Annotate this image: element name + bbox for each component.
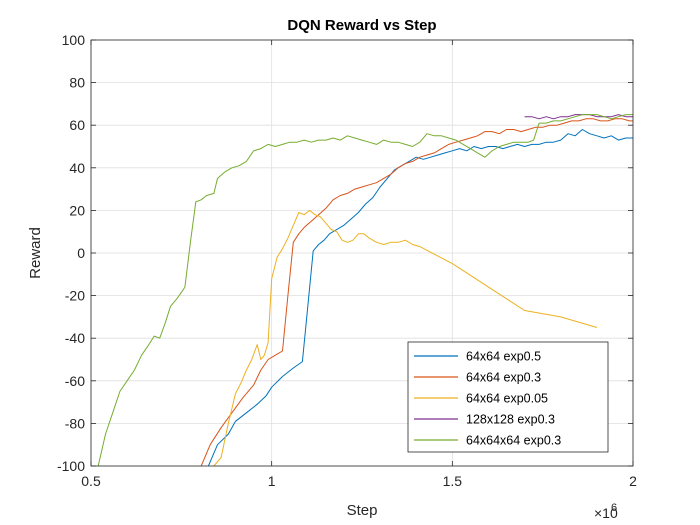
y-tick-label: 60 bbox=[69, 117, 85, 133]
series-layer bbox=[97, 114, 633, 466]
x-axis-exponent: ×10 6 bbox=[594, 502, 618, 521]
series-line-4 bbox=[524, 114, 633, 120]
x-axis-label: Step bbox=[347, 502, 378, 519]
legend-label-3: 64x64 exp0.05 bbox=[466, 392, 548, 406]
series-line-2 bbox=[200, 118, 633, 466]
legend: 64x64 exp0.5 64x64 exp0.3 64x64 exp0.05 128… bbox=[407, 341, 609, 453]
legend-label-4: 128x128 exp0.3 bbox=[466, 413, 555, 427]
y-axis-label: Reward bbox=[27, 227, 44, 279]
legend-label-5: 64x64x64 exp0.3 bbox=[466, 434, 561, 448]
series-line-3 bbox=[213, 209, 598, 466]
x-tick-label: 0.5 bbox=[81, 473, 101, 489]
axis-ticks: 0.5 1 1.5 2 -100 -80 -60 -40 -20 0 20 40 60 80 100 bbox=[57, 32, 637, 489]
y-tick-label: -100 bbox=[57, 458, 85, 474]
legend-box bbox=[407, 341, 609, 453]
x-tick-label: 2 bbox=[629, 473, 637, 489]
y-tick-label: 20 bbox=[69, 202, 85, 218]
x-exponent-base: ×10 bbox=[594, 505, 618, 521]
y-tick-label: -40 bbox=[65, 330, 85, 346]
y-tick-label: 40 bbox=[69, 160, 85, 176]
x-tick-label: 1.5 bbox=[443, 473, 463, 489]
y-tick-label: -20 bbox=[65, 288, 85, 304]
series-line-5 bbox=[97, 114, 633, 466]
y-tick-label: 80 bbox=[69, 75, 85, 91]
x-exponent-power: 6 bbox=[611, 502, 617, 514]
y-tick-label: -80 bbox=[65, 415, 85, 431]
legend-label-2: 64x64 exp0.3 bbox=[466, 371, 541, 385]
y-tick-label: 0 bbox=[77, 245, 85, 261]
y-tick-label: 100 bbox=[62, 32, 86, 48]
chart-title: DQN Reward vs Step bbox=[287, 17, 436, 34]
legend-label-1: 64x64 exp0.5 bbox=[466, 350, 541, 364]
y-tick-label: -60 bbox=[65, 373, 85, 389]
series-line-1 bbox=[207, 129, 633, 466]
x-tick-label: 1 bbox=[268, 473, 276, 489]
